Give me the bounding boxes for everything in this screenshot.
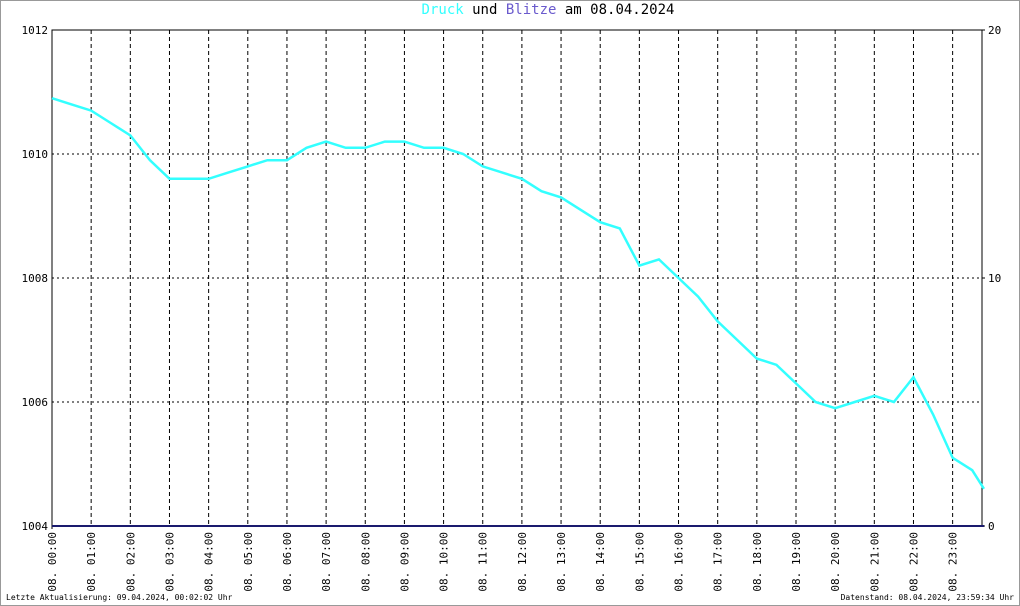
x-tick-label: 08. 22:00 <box>907 532 920 592</box>
footer-right: Datenstand: 08.04.2024, 23:59:34 Uhr <box>841 593 1015 602</box>
x-tick-label: 08. 05:00 <box>242 532 255 592</box>
chart-title: Druck und Blitze am 08.04.2024 <box>422 2 675 18</box>
y-tick-label: 1012 <box>22 24 49 37</box>
x-tick-label: 08. 13:00 <box>555 532 568 592</box>
y-tick-label: 1010 <box>22 148 49 161</box>
y2-tick-label: 0 <box>988 520 995 533</box>
title-und: und <box>472 2 497 18</box>
x-tick-label: 08. 04:00 <box>203 532 216 592</box>
x-tick-label: 08. 00:00 <box>46 532 59 592</box>
x-tick-label: 08. 18:00 <box>751 532 764 592</box>
x-tick-label: 08. 07:00 <box>320 532 333 592</box>
x-tick-label: 08. 15:00 <box>633 532 646 592</box>
y-tick-label: 1008 <box>22 272 49 285</box>
title-date: am 08.04.2024 <box>565 2 675 18</box>
x-tick-label: 08. 08:00 <box>359 532 372 592</box>
title-druck: Druck <box>422 2 465 18</box>
x-tick-label: 08. 01:00 <box>85 532 98 592</box>
x-tick-label: 08. 11:00 <box>477 532 490 592</box>
y-tick-label: 1006 <box>22 396 49 409</box>
y2-tick-label: 20 <box>988 24 1001 37</box>
y2-tick-label: 10 <box>988 272 1001 285</box>
x-tick-label: 08. 19:00 <box>790 532 803 592</box>
x-tick-label: 08. 23:00 <box>947 532 960 592</box>
x-tick-label: 08. 20:00 <box>829 532 842 592</box>
y-tick-label: 1004 <box>22 520 49 533</box>
x-tick-label: 08. 16:00 <box>673 532 686 592</box>
title-blitze: Blitze <box>506 2 557 18</box>
x-tick-label: 08. 14:00 <box>594 532 607 592</box>
x-tick-label: 08. 06:00 <box>281 532 294 592</box>
x-tick-label: 08. 12:00 <box>516 532 529 592</box>
series-line <box>51 97 986 490</box>
footer-left: Letzte Aktualisierung: 09.04.2024, 00:02… <box>6 593 233 602</box>
x-tick-label: 08. 02:00 <box>124 532 137 592</box>
x-tick-label: 08. 03:00 <box>163 532 176 592</box>
x-tick-label: 08. 10:00 <box>438 532 451 592</box>
x-tick-label: 08. 09:00 <box>398 532 411 592</box>
x-tick-label: 08. 21:00 <box>868 532 881 592</box>
x-tick-label: 08. 17:00 <box>712 532 725 592</box>
